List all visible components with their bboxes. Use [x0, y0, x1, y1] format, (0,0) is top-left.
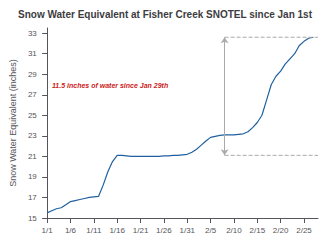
svg-text:1/31: 1/31: [179, 226, 195, 235]
svg-text:19: 19: [28, 172, 37, 181]
svg-text:1/1: 1/1: [42, 226, 54, 235]
svg-text:1/16: 1/16: [109, 226, 125, 235]
svg-text:1/11: 1/11: [86, 226, 102, 235]
svg-text:1/26: 1/26: [156, 226, 172, 235]
svg-text:2/15: 2/15: [249, 226, 265, 235]
svg-text:11.5 inches of water since Jan: 11.5 inches of water since Jan 29th: [52, 82, 168, 89]
svg-text:1/6: 1/6: [65, 226, 77, 235]
svg-text:1/21: 1/21: [133, 226, 149, 235]
svg-text:17: 17: [28, 193, 37, 202]
svg-text:27: 27: [28, 90, 37, 99]
svg-text:15: 15: [28, 214, 37, 223]
svg-text:Snow Water Equivalent at Fishe: Snow Water Equivalent at Fisher Creek SN…: [18, 9, 313, 20]
svg-text:Snow Water Equivalent (inches): Snow Water Equivalent (inches): [8, 59, 18, 187]
svg-text:23: 23: [28, 131, 37, 140]
svg-text:29: 29: [28, 70, 37, 79]
svg-text:25: 25: [28, 111, 37, 120]
svg-text:2/25: 2/25: [296, 226, 312, 235]
svg-text:2/5: 2/5: [205, 226, 217, 235]
svg-text:2/20: 2/20: [273, 226, 289, 235]
svg-text:31: 31: [28, 49, 37, 58]
svg-text:33: 33: [28, 29, 37, 38]
svg-text:2/10: 2/10: [226, 226, 242, 235]
svg-text:21: 21: [28, 152, 37, 161]
